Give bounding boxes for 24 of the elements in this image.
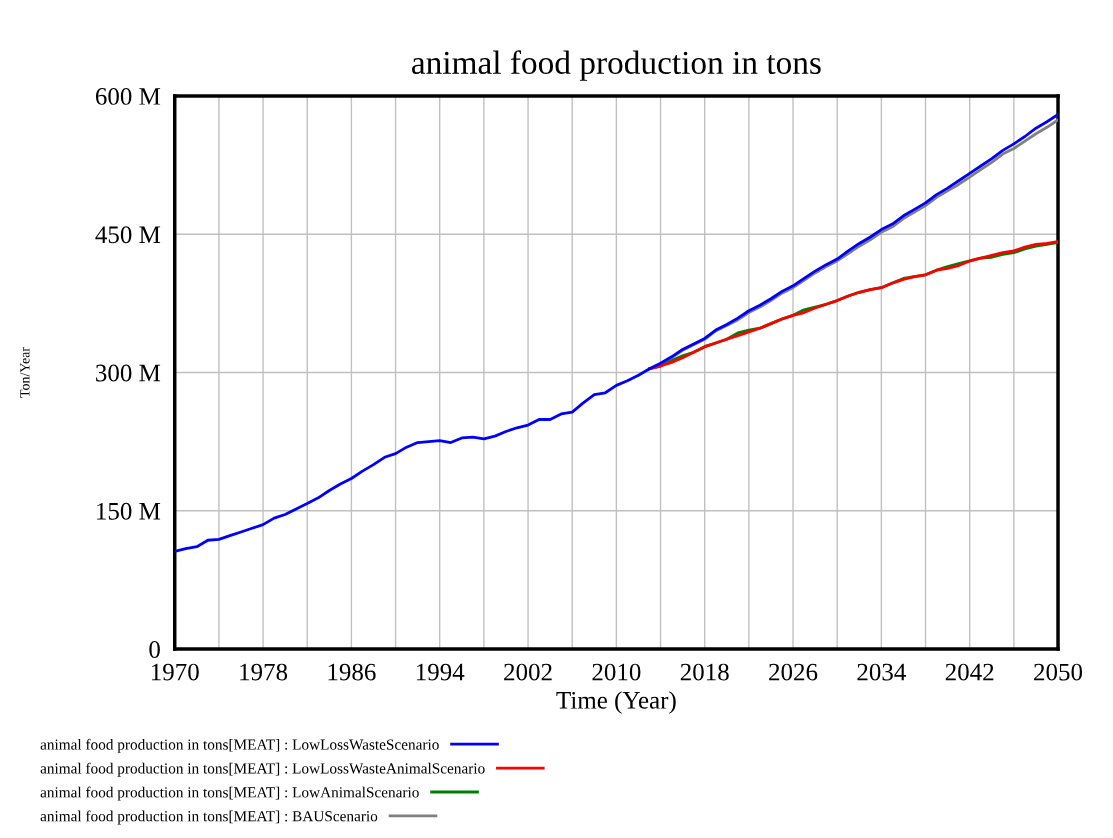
y-tick-label: 600 M: [95, 88, 161, 105]
chart-title: animal food production in tons: [412, 50, 821, 81]
y-tick-label: 150 M: [97, 502, 161, 520]
legend-label: animal food production in tons[MEAT] : BAUScenario: [40, 810, 378, 825]
x-axis-title: Time (Year): [556, 691, 676, 714]
y-tick-label: 0: [149, 641, 160, 658]
x-tick-label: 2042: [945, 663, 994, 681]
x-tick-label: 2002: [504, 663, 552, 681]
legend-label: animal food production in tons[MEAT] : LowAnimalScenario: [40, 786, 419, 801]
x-tick-label: 1994: [416, 663, 465, 681]
x-tick-label: 1978: [240, 663, 288, 681]
legend-label: animal food production in tons[MEAT] : LowLossWasteScenario: [40, 738, 439, 753]
x-tick-label: 2018: [680, 663, 729, 681]
y-tick-label: 300 M: [96, 364, 161, 382]
x-tick-label: 2010: [592, 663, 641, 681]
x-tick-label: 1986: [328, 663, 376, 681]
x-tick-label: 2034: [857, 663, 906, 681]
x-tick-label: 1970: [151, 663, 199, 681]
x-tick-label: 2050: [1034, 663, 1083, 681]
legend-label: animal food production in tons[MEAT] : LowLossWasteAnimalScenario: [40, 762, 485, 777]
y-axis-title: Ton/Year: [20, 347, 30, 398]
x-tick-label: 2026: [769, 663, 818, 681]
y-tick-label: 450 M: [95, 226, 161, 244]
line-series: [174, 113, 1059, 553]
